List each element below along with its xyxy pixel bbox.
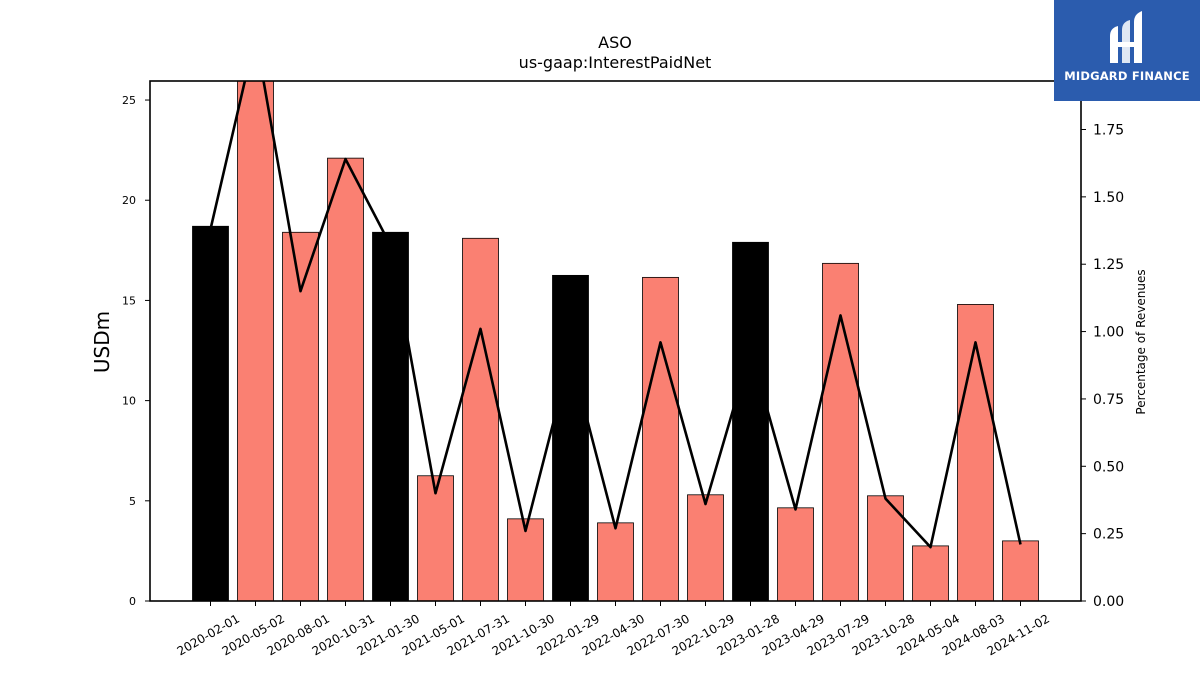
revenue-percentage-line	[209, 81, 1022, 549]
bar-2022-01-29	[552, 274, 589, 602]
bar-2021-10-30	[507, 518, 544, 602]
bar-2020-10-31	[327, 157, 364, 602]
y-axis-label: USDm	[90, 311, 114, 373]
y2-tick-label: 0.00	[1093, 594, 1124, 610]
y2-tick-label: 1.00	[1093, 325, 1124, 341]
bar-2024-08-03	[957, 304, 994, 602]
chart-subtitle: us-gaap:InterestPaidNet	[519, 53, 712, 72]
bar-2020-02-01	[192, 225, 229, 602]
y-tick-label: 20	[122, 194, 136, 207]
chart-title: ASO	[598, 33, 632, 52]
y-tick-label: 10	[122, 395, 136, 408]
line-group	[209, 81, 1022, 549]
bar-2023-07-29	[822, 262, 859, 602]
bar-2024-11-02	[1002, 540, 1039, 602]
y2-tick-label: 1.25	[1093, 257, 1124, 273]
bar-2021-05-01	[417, 475, 454, 602]
y2-tick-label: 0.75	[1093, 392, 1124, 408]
y-tick-label: 25	[122, 94, 136, 107]
y2-axis-label: Percentage of Revenues	[1134, 269, 1148, 414]
y2-tick-label: 1.50	[1093, 190, 1124, 206]
logo-mark-icon	[1110, 11, 1142, 63]
logo-text: MIDGARD FINANCE	[1064, 69, 1190, 83]
y2-tick-label: 0.50	[1093, 459, 1124, 475]
bar-2023-04-29	[777, 507, 814, 602]
bar-2023-01-28	[732, 241, 769, 602]
bar-2020-08-01	[282, 231, 319, 602]
y2-tick-label: 0.25	[1093, 527, 1124, 543]
y2-tick-label: 1.75	[1093, 122, 1124, 138]
y-tick-label: 15	[122, 294, 136, 307]
bar-2022-10-29	[687, 494, 724, 602]
bar-2021-01-30	[372, 231, 409, 602]
bar-2022-04-30	[597, 522, 634, 602]
bar-2022-07-30	[642, 276, 679, 602]
bar-2021-07-31	[462, 237, 499, 602]
bar-2020-05-02	[237, 80, 274, 602]
y-tick-label: 5	[129, 495, 136, 508]
y-tick-label: 0	[129, 595, 136, 608]
brand-logo: MIDGARD FINANCE	[1054, 0, 1200, 101]
bar-group	[192, 80, 1039, 602]
bar-2024-05-04	[912, 545, 949, 602]
